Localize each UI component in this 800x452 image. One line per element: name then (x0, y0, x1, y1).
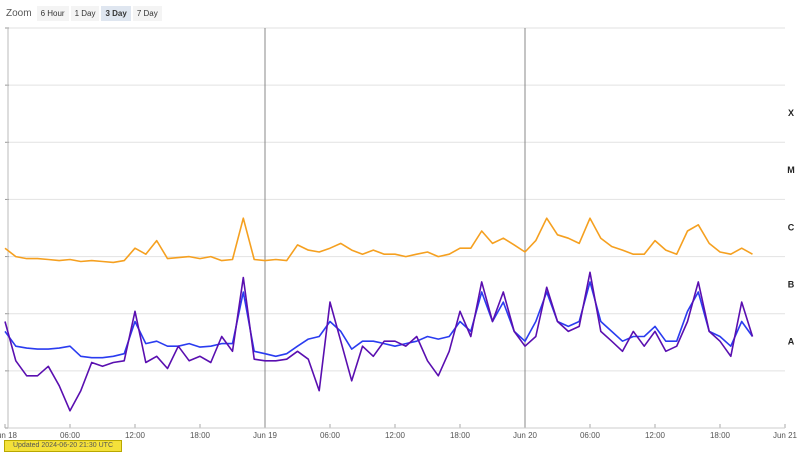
class-label: X (788, 108, 794, 118)
x-tick-label: 12:00 (125, 431, 146, 440)
zoom-bar: Zoom 6 Hour 1 Day 3 Day 7 Day (6, 5, 163, 21)
x-tick-label: Jun 20 (513, 431, 538, 440)
x-tick-label: 06:00 (580, 431, 601, 440)
x-tick-label: 18:00 (710, 431, 731, 440)
class-label: C (788, 222, 795, 232)
x-tick-label: Jun 19 (253, 431, 278, 440)
zoom-button[interactable]: 6 Hour (36, 5, 69, 21)
class-label: B (788, 280, 795, 290)
x-tick-label: 06:00 (60, 431, 81, 440)
x-tick-label: 18:00 (190, 431, 211, 440)
x-tick-label: 12:00 (385, 431, 406, 440)
class-label: A (788, 337, 795, 347)
zoom-label: Zoom (6, 7, 32, 19)
x-tick-label: Jun 21 (773, 431, 798, 440)
status-label: Updated 2024-06-20 21:30 UTC (4, 440, 122, 452)
series-line (4, 217, 753, 264)
x-tick-label: 12:00 (645, 431, 666, 440)
x-tick-label: 18:00 (450, 431, 471, 440)
zoom-button[interactable]: 1 Day (70, 5, 100, 21)
series-line (4, 271, 754, 412)
zoom-button[interactable]: 3 Day (101, 5, 131, 21)
series-line (4, 281, 754, 359)
x-tick-label: Jun 18 (0, 431, 18, 440)
class-label: M (787, 165, 795, 175)
x-tick-label: 06:00 (320, 431, 341, 440)
zoom-button[interactable]: 7 Day (132, 5, 162, 21)
